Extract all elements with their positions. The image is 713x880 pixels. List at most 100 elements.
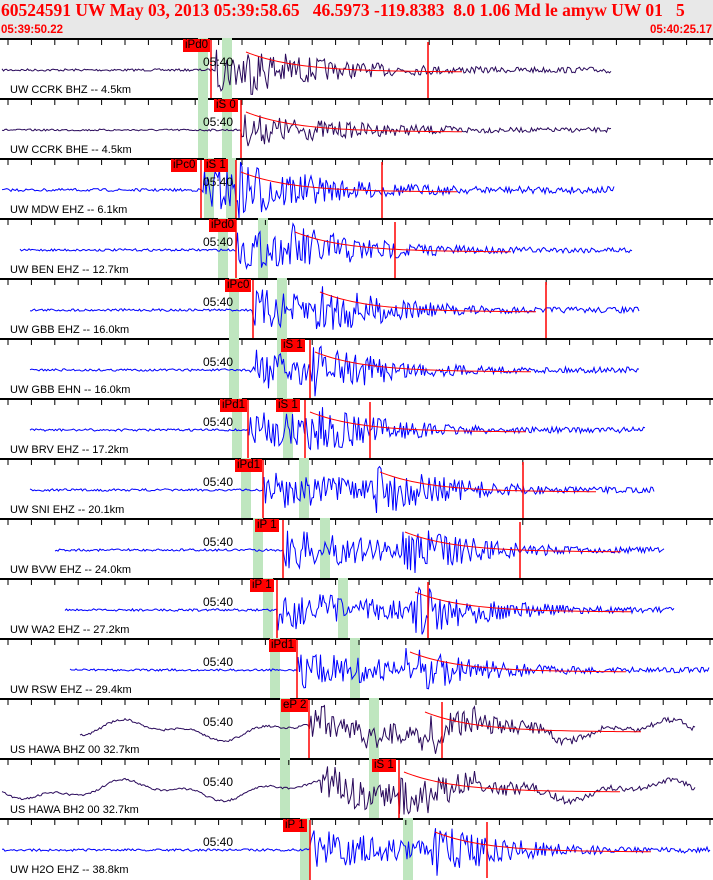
seismic-trace bbox=[29, 407, 646, 451]
travel-time-band bbox=[258, 218, 268, 280]
trace-row: 05:40 iPd1 UW RSW EHZ -- 29.4km bbox=[0, 638, 713, 700]
travel-time-band bbox=[198, 38, 208, 100]
phase-pick-label[interactable]: iPd0 bbox=[209, 219, 237, 232]
travel-time-band bbox=[218, 218, 228, 280]
station-label: UW SNI EHZ -- 20.1km bbox=[10, 504, 125, 516]
station-label: UW GBB EHN -- 16.0km bbox=[10, 384, 131, 396]
waveform-plot bbox=[7, 218, 711, 280]
time-tick-label: 05:40 bbox=[203, 235, 234, 249]
travel-time-band bbox=[350, 638, 360, 700]
coda-duration-curve bbox=[409, 651, 627, 673]
waveform-plot bbox=[7, 638, 711, 700]
time-tick-label: 05:40 bbox=[203, 415, 234, 429]
phase-pick-label[interactable]: iPd1 bbox=[220, 399, 248, 412]
station-label: UW CCRK BHE -- 4.5km bbox=[10, 144, 132, 156]
travel-time-band bbox=[280, 758, 290, 820]
coda-duration-curve bbox=[434, 831, 652, 853]
waveform-plot bbox=[7, 338, 711, 400]
time-tick-label: 05:40 bbox=[203, 715, 234, 729]
travel-time-band bbox=[299, 458, 309, 520]
trace-row: 05:40 iP 1 UW H2O EHZ -- 38.8km bbox=[0, 818, 713, 880]
waveform-plot bbox=[1, 98, 711, 160]
seismic-trace bbox=[1, 114, 612, 147]
seismic-trace bbox=[29, 345, 640, 397]
event-title: 60524591 UW May 03, 2013 05:39:58.65 46.… bbox=[1, 0, 685, 20]
trace-row: 05:40 iPc0 iS 1 UW MDW EHZ -- 6.1km bbox=[0, 158, 713, 220]
phase-pick-label[interactable]: iPc0 bbox=[171, 159, 198, 172]
time-tick-label: 05:40 bbox=[203, 295, 234, 309]
phase-pick-label[interactable]: iS 0 bbox=[214, 99, 238, 112]
seismic-trace bbox=[19, 222, 633, 271]
station-label: UW GBB EHZ -- 16.0km bbox=[10, 324, 130, 336]
coda-duration-curve bbox=[404, 531, 622, 553]
phase-pick-label[interactable]: iP 1 bbox=[283, 819, 307, 832]
trace-row: 05:40 iS 0 UW CCRK BHE -- 4.5km bbox=[0, 98, 713, 160]
time-tick-label: 05:40 bbox=[203, 535, 234, 549]
phase-pick-label[interactable]: iS 1 bbox=[276, 399, 300, 412]
station-label: UW MDW EHZ -- 6.1km bbox=[10, 204, 128, 216]
coda-duration-curve bbox=[240, 171, 458, 193]
trace-row: 05:40 iP 1 UW WA2 EHZ -- 27.2km bbox=[0, 578, 713, 640]
station-label: UW H2O EHZ -- 38.8km bbox=[10, 864, 129, 876]
phase-pick-label[interactable]: iP 1 bbox=[250, 579, 274, 592]
waveform-plot bbox=[1, 758, 711, 820]
waveform-plot bbox=[7, 698, 711, 760]
station-label: UW BEN EHZ -- 12.7km bbox=[10, 264, 129, 276]
waveform-plot bbox=[7, 518, 711, 580]
seismic-trace bbox=[69, 647, 710, 690]
start-time: 05:39:50.22 bbox=[1, 24, 64, 36]
phase-pick-label[interactable]: iPd0 bbox=[183, 39, 211, 52]
travel-time-band bbox=[222, 38, 232, 100]
time-tick-label: 05:40 bbox=[203, 175, 234, 189]
station-label: US HAWA BH2 00 32.7km bbox=[10, 804, 139, 816]
trace-row: 05:40 iPd0 UW BEN EHZ -- 12.7km bbox=[0, 218, 713, 280]
seismic-trace bbox=[29, 286, 640, 330]
phase-pick-label[interactable]: iPc0 bbox=[225, 279, 252, 292]
time-tick-label: 05:40 bbox=[203, 835, 234, 849]
trace-row: 05:40 iPd0 UW CCRK BHZ -- 4.5km bbox=[0, 38, 713, 100]
coda-duration-curve bbox=[379, 471, 597, 493]
phase-pick-label[interactable]: iPd1 bbox=[269, 639, 297, 652]
travel-time-band bbox=[204, 158, 214, 220]
trace-row: 05:40 iP 1 UW BVW EHZ -- 24.0km bbox=[0, 518, 713, 580]
seismic-trace bbox=[1, 828, 711, 876]
coda-duration-curve bbox=[294, 231, 512, 253]
travel-time-band bbox=[229, 338, 239, 400]
end-time: 05:40:25.17 bbox=[649, 24, 712, 36]
coda-duration-curve bbox=[245, 51, 463, 73]
coda-duration-curve bbox=[414, 591, 632, 613]
phase-pick-label[interactable]: iS 1 bbox=[281, 339, 305, 352]
station-label: UW BRV EHZ -- 17.2km bbox=[10, 444, 129, 456]
phase-pick-label[interactable]: iS 1 bbox=[204, 159, 228, 172]
trace-row: 05:40 iS 1 UW GBB EHN -- 16.0km bbox=[0, 338, 713, 400]
waveform-plot bbox=[7, 398, 711, 460]
travel-time-band bbox=[280, 698, 290, 760]
travel-time-band bbox=[232, 398, 242, 460]
travel-time-band bbox=[253, 518, 263, 580]
travel-time-band bbox=[283, 398, 293, 460]
trace-row: 05:40 iPc0 UW GBB EHZ -- 16.0km bbox=[0, 278, 713, 340]
phase-pick-label[interactable]: eP 2 bbox=[281, 699, 309, 712]
seismic-trace bbox=[64, 586, 675, 635]
coda-duration-curve bbox=[309, 411, 527, 433]
waveform-plot bbox=[7, 458, 711, 520]
time-tick-label: 05:40 bbox=[203, 595, 234, 609]
time-tick-label: 05:40 bbox=[203, 475, 234, 489]
waveform-plot bbox=[7, 278, 711, 340]
time-tick-label: 05:40 bbox=[203, 55, 234, 69]
travel-time-band bbox=[229, 278, 239, 340]
phase-pick-label[interactable]: iS 1 bbox=[372, 759, 396, 772]
phase-pick-label[interactable]: iPd1 bbox=[235, 459, 263, 472]
time-tick-label: 05:40 bbox=[203, 775, 234, 789]
seismic-trace bbox=[29, 465, 655, 514]
station-label: US HAWA BHZ 00 32.7km bbox=[10, 744, 140, 756]
travel-time-band bbox=[277, 338, 287, 400]
station-label: UW RSW EHZ -- 29.4km bbox=[10, 684, 132, 696]
phase-pick-label[interactable]: iP 1 bbox=[255, 519, 279, 532]
coda-duration-curve bbox=[245, 111, 463, 133]
trace-row: 05:40 iPd1 UW SNI EHZ -- 20.1km bbox=[0, 458, 713, 520]
time-tick-label: 05:40 bbox=[203, 655, 234, 669]
station-label: UW CCRK BHZ -- 4.5km bbox=[10, 84, 131, 96]
travel-time-band bbox=[198, 98, 208, 160]
time-tick-label: 05:40 bbox=[203, 355, 234, 369]
